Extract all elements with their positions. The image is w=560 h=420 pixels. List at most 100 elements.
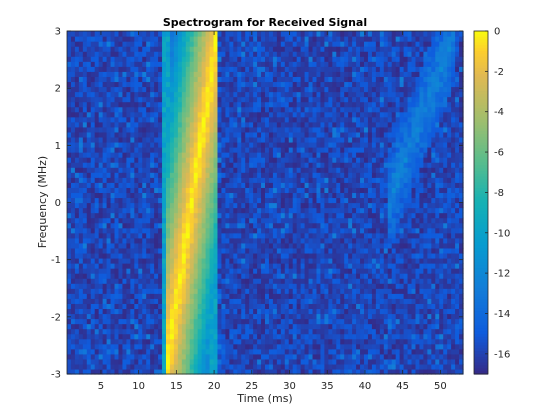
heatmap-cell: [150, 247, 155, 254]
heatmap-cell: [110, 202, 116, 209]
heatmap-cell: [280, 56, 286, 62]
heatmap-cell: [118, 247, 124, 254]
heatmap-cell: [288, 348, 294, 355]
heatmap-cell: [340, 31, 345, 37]
heatmap-cell: [300, 348, 306, 355]
heatmap-cell: [70, 247, 76, 254]
heatmap-cell: [296, 46, 302, 52]
heatmap-cell: [126, 247, 131, 254]
heatmap-cell: [340, 51, 345, 57]
heatmap-cell: [257, 56, 262, 62]
heatmap-cell: [336, 41, 341, 47]
heatmap-cell: [181, 237, 187, 244]
heatmap-cell: [280, 46, 286, 52]
heatmap-cell: [340, 136, 345, 143]
heatmap-cell: [134, 212, 139, 219]
heatmap-cell: [336, 197, 341, 204]
heatmap-cell: [328, 328, 333, 335]
heatmap-cell: [114, 111, 120, 118]
heatmap-cell: [348, 66, 353, 72]
heatmap-cell: [221, 343, 226, 350]
heatmap-cell: [296, 162, 302, 168]
heatmap-cell: [169, 358, 175, 365]
heatmap-cell: [67, 338, 72, 345]
heatmap-cell: [142, 227, 147, 234]
heatmap-cell: [181, 212, 187, 219]
heatmap-cell: [162, 71, 167, 77]
heatmap-cell: [217, 212, 223, 219]
heatmap-cell: [280, 187, 286, 194]
heatmap-cell: [217, 348, 223, 355]
heatmap-cell: [154, 121, 159, 128]
heatmap-cell: [106, 303, 112, 310]
heatmap-cell: [324, 328, 329, 335]
heatmap-cell: [173, 136, 179, 143]
heatmap-cell: [189, 61, 195, 67]
heatmap-cell: [332, 303, 337, 310]
heatmap-cell: [118, 106, 124, 113]
heatmap-cell: [114, 162, 120, 168]
heatmap-cell: [90, 353, 96, 360]
heatmap-cell: [181, 31, 187, 37]
heatmap-cell: [308, 197, 314, 204]
heatmap-cell: [74, 71, 80, 77]
heatmap-cell: [106, 76, 112, 83]
heatmap-cell: [344, 147, 349, 153]
heatmap-cell: [98, 111, 104, 118]
heatmap-cell: [106, 283, 112, 289]
heatmap-cell: [106, 81, 112, 88]
heatmap-cell: [197, 278, 203, 284]
heatmap-cell: [74, 56, 80, 62]
heatmap-cell: [154, 167, 159, 173]
heatmap-cell: [237, 278, 242, 284]
heatmap-cell: [181, 91, 187, 98]
heatmap-cell: [110, 167, 116, 173]
heatmap-cell: [90, 141, 96, 148]
heatmap-cell: [82, 247, 88, 254]
heatmap-cell: [86, 167, 92, 173]
heatmap-cell: [280, 147, 286, 153]
heatmap-cell: [158, 121, 163, 128]
heatmap-cell: [225, 177, 230, 183]
heatmap-cell: [272, 96, 278, 103]
heatmap-cell: [348, 131, 353, 138]
heatmap-cell: [320, 192, 325, 199]
heatmap-cell: [245, 278, 250, 284]
heatmap-cell: [332, 247, 337, 254]
heatmap-cell: [201, 353, 207, 360]
heatmap-cell: [138, 252, 143, 259]
heatmap-cell: [352, 106, 357, 113]
heatmap-cell: [308, 263, 314, 269]
heatmap-cell: [304, 192, 310, 199]
heatmap-cell: [106, 131, 112, 138]
heatmap-cell: [237, 197, 242, 204]
heatmap-cell: [296, 106, 302, 113]
heatmap-cell: [280, 66, 286, 72]
heatmap-cell: [114, 81, 120, 88]
heatmap-cell: [150, 96, 155, 103]
heatmap-cell: [233, 298, 238, 304]
heatmap-cell: [130, 343, 135, 350]
heatmap-cell: [118, 157, 124, 163]
heatmap-cell: [201, 167, 207, 173]
heatmap-cell: [98, 121, 104, 128]
heatmap-cell: [304, 333, 310, 340]
heatmap-cell: [201, 242, 207, 249]
heatmap-cell: [332, 237, 337, 244]
heatmap-cell: [221, 237, 226, 244]
heatmap-cell: [352, 338, 357, 345]
heatmap-cell: [253, 353, 258, 360]
heatmap-cell: [217, 136, 223, 143]
heatmap-cell: [284, 141, 290, 148]
heatmap-cell: [253, 273, 258, 279]
heatmap-cell: [284, 111, 290, 118]
heatmap-cell: [304, 177, 310, 183]
heatmap-cell: [356, 363, 361, 370]
heatmap-cell: [288, 157, 294, 163]
heatmap-cell: [114, 51, 120, 57]
heatmap-cell: [344, 217, 349, 224]
heatmap-cell: [154, 36, 159, 42]
heatmap-cell: [78, 172, 84, 178]
heatmap-cell: [304, 46, 310, 52]
heatmap-cell: [257, 348, 262, 355]
